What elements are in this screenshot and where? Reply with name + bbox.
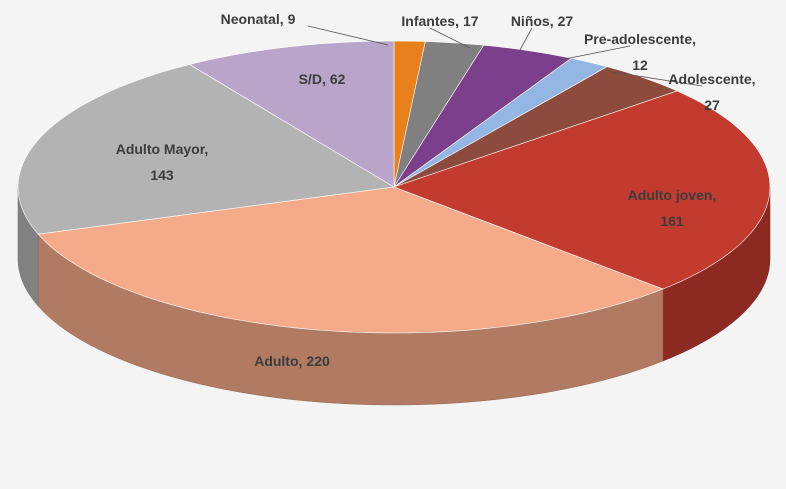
label-separator: , — [752, 71, 756, 87]
leader-line — [611, 71, 703, 87]
label-separator: , — [692, 31, 696, 47]
label-separator: , — [299, 353, 303, 369]
category-label: Adulto Mayor — [116, 141, 206, 157]
pie-slice — [393, 44, 573, 188]
value-label: 62 — [330, 71, 346, 87]
pie-slice — [188, 40, 395, 188]
value-label: 143 — [150, 167, 174, 183]
leader-line — [307, 25, 389, 46]
pie-slice — [393, 90, 771, 290]
category-label: Neonatal — [221, 11, 280, 27]
value-label: 12 — [632, 57, 648, 73]
leader-line — [429, 27, 471, 49]
data-label: Adulto joven, 161 — [628, 187, 717, 229]
label-separator: , — [712, 187, 716, 203]
data-label: Pre-adolescente, 12 — [584, 31, 696, 73]
pie-slice — [37, 186, 664, 334]
pie-slice — [393, 41, 485, 188]
label-separator: , — [455, 13, 459, 29]
category-label: Pre-adolescente — [584, 31, 692, 47]
category-label: Niños — [511, 13, 550, 29]
data-label: S/D, 62 — [299, 71, 346, 87]
data-label: Adulto, 220 — [254, 353, 330, 369]
category-label: Adulto joven — [628, 187, 713, 203]
category-label: Adolescente — [668, 71, 751, 87]
category-label: S/D — [299, 71, 322, 87]
label-separator: , — [322, 71, 326, 87]
category-label: Adulto — [254, 353, 298, 369]
data-label: Infantes, 17 — [401, 13, 478, 29]
pie-slice — [393, 66, 678, 188]
leader-line — [519, 27, 533, 51]
label-separator: , — [204, 141, 208, 157]
label-separator: , — [280, 11, 284, 27]
data-label: Niños, 27 — [511, 13, 574, 29]
value-label: 27 — [558, 13, 574, 29]
leader-line — [559, 45, 631, 61]
data-label: Adulto Mayor, 143 — [116, 141, 209, 183]
pie-sides — [17, 186, 771, 406]
category-label: Infantes — [401, 13, 455, 29]
pie-slice — [17, 64, 395, 235]
value-label: 9 — [288, 11, 296, 27]
value-label: 161 — [660, 213, 684, 229]
data-label: Adolescente, 27 — [668, 71, 755, 113]
value-label: 27 — [704, 97, 720, 113]
data-label: Neonatal, 9 — [221, 11, 296, 27]
label-separator: , — [550, 13, 554, 29]
value-label: 220 — [306, 353, 330, 369]
value-label: 17 — [463, 13, 479, 29]
